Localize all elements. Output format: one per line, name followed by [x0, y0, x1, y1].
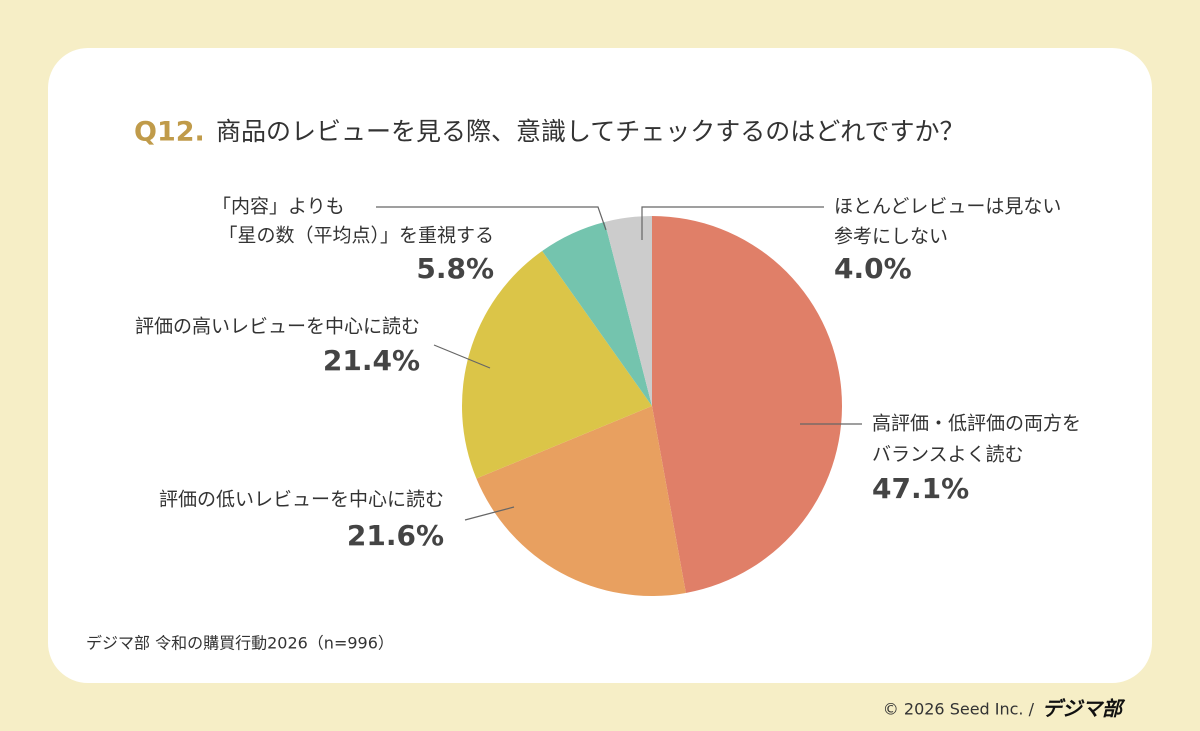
- slice-label: 高評価・低評価の両方を: [872, 413, 1081, 435]
- value-label: 5.8%: [416, 252, 494, 285]
- slice-label: 参考にしない: [834, 226, 948, 248]
- slice-label: 評価の低いレビューを中心に読む: [159, 489, 444, 511]
- value-label: 21.6%: [347, 519, 444, 552]
- question-number: Q12.: [134, 117, 205, 148]
- leader-line: [376, 206, 607, 231]
- value-label: 4.0%: [834, 252, 912, 285]
- leader-line: [641, 206, 824, 240]
- pie-slice: [542, 221, 652, 406]
- chart-title: 商品のレビューを見る際、意識してチェックするのはどれですか？: [216, 117, 965, 146]
- slice-label: 「内容」よりも: [212, 196, 345, 218]
- source-note: デジマ部 令和の購買行動2026（n=996）: [86, 634, 394, 653]
- leader-line: [464, 506, 515, 521]
- leader-line: [433, 344, 491, 369]
- pie-slice: [476, 406, 686, 596]
- logo: デジマ部: [1042, 697, 1126, 721]
- slice-label: バランスよく読む: [872, 444, 1024, 466]
- pie-slice: [604, 216, 652, 406]
- value-label: 21.4%: [323, 344, 420, 377]
- slice-label: 「星の数（平均点）」を重視する: [218, 225, 494, 247]
- copyright: © 2026 Seed Inc. /: [883, 700, 1035, 719]
- slice-label: 評価の高いレビューを中心に読む: [135, 316, 420, 338]
- pie-slice: [462, 250, 652, 479]
- slice-label: ほとんどレビューは見ない: [834, 196, 1061, 218]
- value-label: 47.1%: [872, 472, 969, 505]
- pie-slice: [652, 216, 843, 593]
